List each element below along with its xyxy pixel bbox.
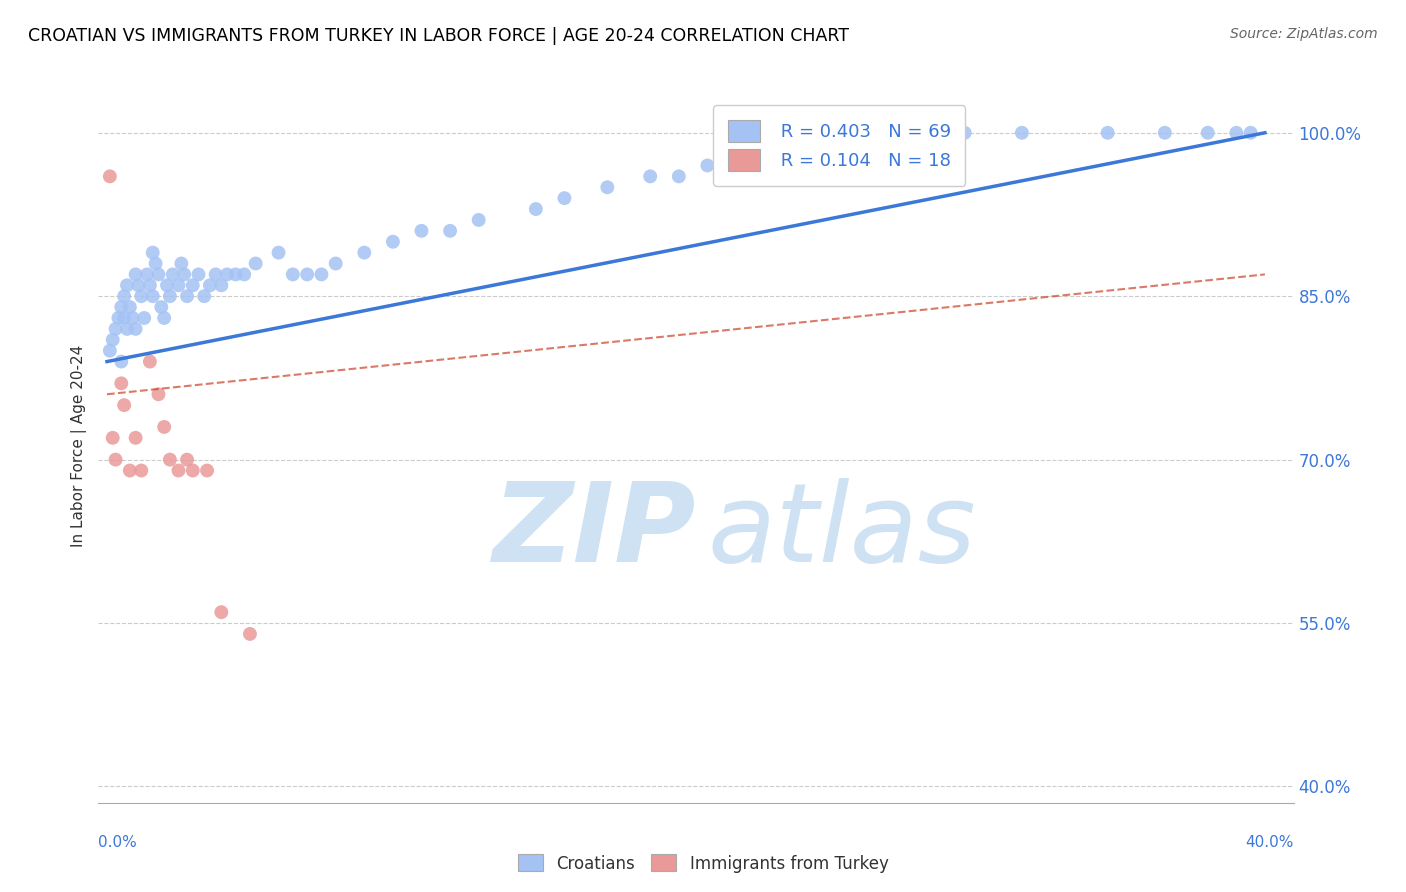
- Text: 0.0%: 0.0%: [98, 836, 138, 850]
- Point: [136, 268, 159, 282]
- Point: [411, 224, 433, 238]
- Point: [953, 126, 976, 140]
- Point: [104, 322, 127, 336]
- Point: [181, 463, 204, 477]
- Point: [668, 169, 690, 184]
- Point: [153, 420, 176, 434]
- Point: [381, 235, 404, 249]
- Point: [124, 431, 146, 445]
- Point: [98, 169, 121, 184]
- Point: [1011, 126, 1033, 140]
- Point: [325, 256, 347, 270]
- Point: [195, 463, 218, 477]
- Point: [868, 136, 890, 151]
- Point: [724, 158, 747, 172]
- Point: [1097, 126, 1119, 140]
- Point: [754, 147, 776, 161]
- Y-axis label: In Labor Force | Age 20-24: In Labor Force | Age 20-24: [72, 345, 87, 547]
- Point: [181, 278, 204, 293]
- Point: [810, 136, 832, 151]
- Point: [110, 300, 132, 314]
- Point: [638, 169, 661, 184]
- Text: CROATIAN VS IMMIGRANTS FROM TURKEY IN LABOR FORCE | AGE 20-24 CORRELATION CHART: CROATIAN VS IMMIGRANTS FROM TURKEY IN LA…: [28, 27, 849, 45]
- Point: [127, 278, 149, 293]
- Point: [98, 343, 121, 358]
- Point: [150, 300, 173, 314]
- Point: [110, 376, 132, 391]
- Point: [198, 278, 221, 293]
- Point: [295, 268, 318, 282]
- Point: [124, 322, 146, 336]
- Point: [1153, 126, 1175, 140]
- Point: [267, 245, 290, 260]
- Point: [217, 268, 239, 282]
- Point: [101, 431, 124, 445]
- Point: [225, 268, 247, 282]
- Point: [281, 268, 304, 282]
- Point: [145, 256, 167, 270]
- Point: [209, 278, 232, 293]
- Text: Source: ZipAtlas.com: Source: ZipAtlas.com: [1230, 27, 1378, 41]
- Point: [553, 191, 575, 205]
- Point: [696, 158, 718, 172]
- Point: [176, 452, 198, 467]
- Point: [467, 213, 489, 227]
- Point: [159, 289, 181, 303]
- Point: [104, 452, 127, 467]
- Legend:  R = 0.403   N = 69,  R = 0.104   N = 18: R = 0.403 N = 69, R = 0.104 N = 18: [713, 105, 966, 186]
- Text: ZIP: ZIP: [492, 478, 696, 585]
- Point: [156, 278, 179, 293]
- Point: [153, 310, 176, 325]
- Point: [131, 289, 153, 303]
- Point: [134, 310, 156, 325]
- Point: [167, 463, 190, 477]
- Point: [1239, 126, 1261, 140]
- Point: [142, 245, 165, 260]
- Point: [353, 245, 375, 260]
- Point: [107, 310, 129, 325]
- Point: [118, 463, 141, 477]
- Point: [110, 354, 132, 368]
- Point: [115, 278, 138, 293]
- Point: [176, 289, 198, 303]
- Point: [131, 463, 153, 477]
- Point: [193, 289, 215, 303]
- Point: [162, 268, 184, 282]
- Point: [115, 322, 138, 336]
- Point: [121, 310, 143, 325]
- Point: [159, 452, 181, 467]
- Point: [148, 387, 170, 401]
- Point: [187, 268, 209, 282]
- Point: [439, 224, 461, 238]
- Point: [233, 268, 256, 282]
- Point: [148, 268, 170, 282]
- Point: [1197, 126, 1219, 140]
- Legend: Croatians, Immigrants from Turkey: Croatians, Immigrants from Turkey: [510, 847, 896, 880]
- Point: [204, 268, 226, 282]
- Point: [139, 278, 162, 293]
- Point: [245, 256, 267, 270]
- Point: [101, 333, 124, 347]
- Point: [524, 202, 547, 216]
- Point: [209, 605, 232, 619]
- Text: atlas: atlas: [709, 478, 977, 585]
- Point: [170, 256, 193, 270]
- Point: [112, 289, 135, 303]
- Point: [167, 278, 190, 293]
- Point: [1225, 126, 1247, 140]
- Point: [239, 627, 262, 641]
- Point: [124, 268, 146, 282]
- Point: [139, 354, 162, 368]
- Point: [118, 300, 141, 314]
- Point: [596, 180, 619, 194]
- Point: [112, 398, 135, 412]
- Point: [142, 289, 165, 303]
- Point: [112, 310, 135, 325]
- Point: [173, 268, 195, 282]
- Point: [311, 268, 333, 282]
- Text: 40.0%: 40.0%: [1246, 836, 1294, 850]
